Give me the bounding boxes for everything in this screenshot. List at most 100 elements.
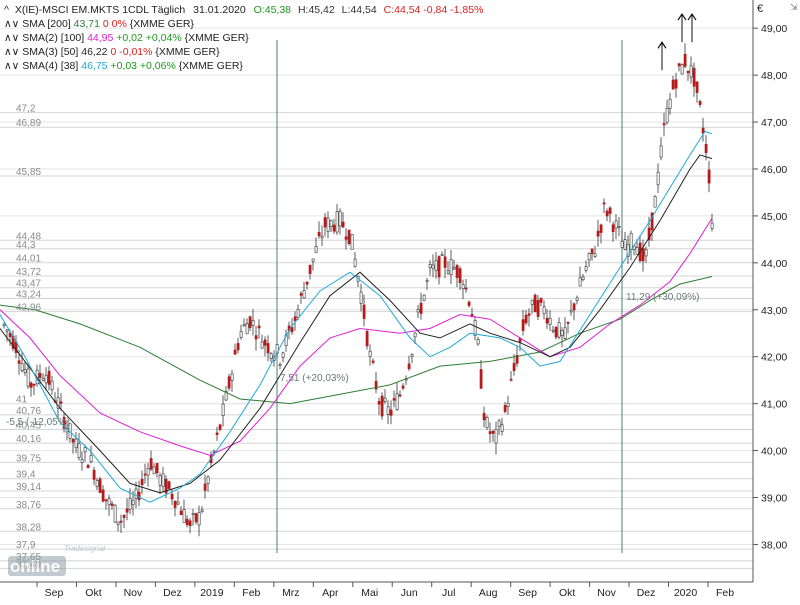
candle-body <box>572 303 576 311</box>
level-label: 39,75 <box>16 453 41 464</box>
candle-body <box>410 354 414 357</box>
time-tick-label: 2020 <box>674 587 698 599</box>
candle-body <box>608 207 612 214</box>
time-tick-label: Jul <box>442 587 455 599</box>
candle-body <box>377 401 381 405</box>
time-tick-label: Aug <box>479 587 498 599</box>
level-label: 44,01 <box>16 253 41 264</box>
arrow-head-icon <box>657 41 667 49</box>
legend-line-icon: ∧∨ <box>4 18 22 30</box>
header-icon: ^ <box>4 4 9 16</box>
candle-body <box>425 279 429 282</box>
candle-body <box>323 217 327 228</box>
candle-body <box>62 416 66 429</box>
price-tick-label: 40,00 <box>761 446 787 458</box>
candle-body <box>317 232 321 237</box>
candle-body <box>695 81 699 93</box>
candle-body <box>164 478 168 494</box>
header-text: ^ X(IE)-MSCI EM.MKTS 1CDL Täglich 31.01.… <box>4 4 483 16</box>
legend-name: SMA(3) [50] <box>22 46 81 58</box>
legend-value: 46,75 <box>81 60 110 72</box>
candle-body <box>641 247 645 262</box>
time-tick-label: Mai <box>361 587 378 599</box>
candle-body <box>38 373 42 378</box>
candle-body <box>626 244 630 257</box>
legend-change: 0 -0,01% <box>110 46 155 58</box>
candle-body <box>623 239 627 250</box>
legend-entry[interactable]: ∧∨ SMA(2) [100] 44,95 +0,02 +0,04% {XMME… <box>4 32 249 44</box>
candle-body <box>182 509 186 523</box>
legend-name: SMA [200] <box>22 18 73 30</box>
legend-entry[interactable]: ∧∨ SMA [200] 43,71 0 0% {XMME GER} <box>4 18 194 30</box>
price-axis: 38,00 39,00 40,00 41,00 42,00 43,00 44,00 45,00… <box>753 23 787 551</box>
legend-entry[interactable]: ∧∨ SMA(4) [38] 46,75 +0,03 +0,06% {XMME … <box>4 60 243 72</box>
candle-body <box>503 405 507 412</box>
candle-body <box>188 520 192 527</box>
time-tick-label: 2019 <box>200 587 224 599</box>
legend-line-icon: ∧∨ <box>4 32 22 44</box>
price-gridlines <box>0 27 753 545</box>
candle-body <box>32 383 36 386</box>
candle-body <box>161 473 165 487</box>
candle-body <box>587 253 591 261</box>
candle-body <box>578 277 582 287</box>
candle-body <box>278 363 282 366</box>
price-tick-label: 43,00 <box>761 305 787 317</box>
legend-value: 44,95 <box>87 32 116 44</box>
candle-body <box>257 325 261 329</box>
candle-body <box>263 339 267 346</box>
candle-body <box>233 349 237 355</box>
level-label: 39,14 <box>16 482 41 493</box>
candle-body <box>92 469 96 480</box>
time-tick-label: Sep <box>518 587 537 599</box>
candle-body <box>449 259 453 275</box>
candle-body <box>152 466 156 475</box>
candle-body <box>521 319 525 331</box>
price-axis-panel <box>753 0 800 582</box>
candle-body <box>374 380 378 390</box>
candle-body <box>710 222 714 229</box>
candle-body <box>461 284 465 290</box>
legend-tag: {XMME GER} <box>185 32 250 44</box>
candle-body <box>200 509 204 512</box>
candle-body <box>515 355 519 364</box>
price-tick-label: 41,00 <box>761 399 787 411</box>
candle-body <box>167 481 171 489</box>
legend-entry[interactable]: ∧∨ SMA(3) [50] 46,22 0 -0,01% {XMME GER} <box>4 46 220 58</box>
candle-body <box>314 246 318 253</box>
candle-body <box>659 145 663 158</box>
candle-body <box>422 294 426 301</box>
candle-body <box>158 475 162 486</box>
candle-body <box>329 220 333 227</box>
candle-body <box>5 329 9 332</box>
price-tick-label: 44,00 <box>761 258 787 270</box>
candle-body <box>554 326 558 338</box>
close-change: C:44,54 -0,84 -1,85% <box>384 4 484 16</box>
candle-body <box>671 79 675 90</box>
candle-body <box>347 229 351 244</box>
price-tick-label: 46,00 <box>761 164 787 176</box>
candle-body <box>215 432 219 435</box>
legend-tag: {XMME GER} <box>179 60 244 72</box>
candle-body <box>299 293 303 296</box>
level-label: 43,24 <box>16 290 41 301</box>
time-tick-label: Dez <box>637 587 656 599</box>
candle-body <box>635 247 639 255</box>
legend-name: SMA(2) [100] <box>22 32 87 44</box>
watermark-logo: online Tradesignal <box>8 544 105 576</box>
candle-body <box>23 369 27 373</box>
candle-body <box>416 309 420 313</box>
sma-line <box>0 217 713 456</box>
candle-body <box>476 339 480 345</box>
candle-body <box>95 480 99 487</box>
candle-body <box>104 499 108 502</box>
candle-body <box>611 224 615 233</box>
candle-body <box>251 319 255 326</box>
candle-body <box>569 310 573 313</box>
candle-body <box>650 212 654 231</box>
candle-body <box>83 447 87 453</box>
collapse-icon[interactable]: ⇲ <box>790 2 798 12</box>
candle-body <box>365 330 369 347</box>
candle-body <box>137 491 141 501</box>
